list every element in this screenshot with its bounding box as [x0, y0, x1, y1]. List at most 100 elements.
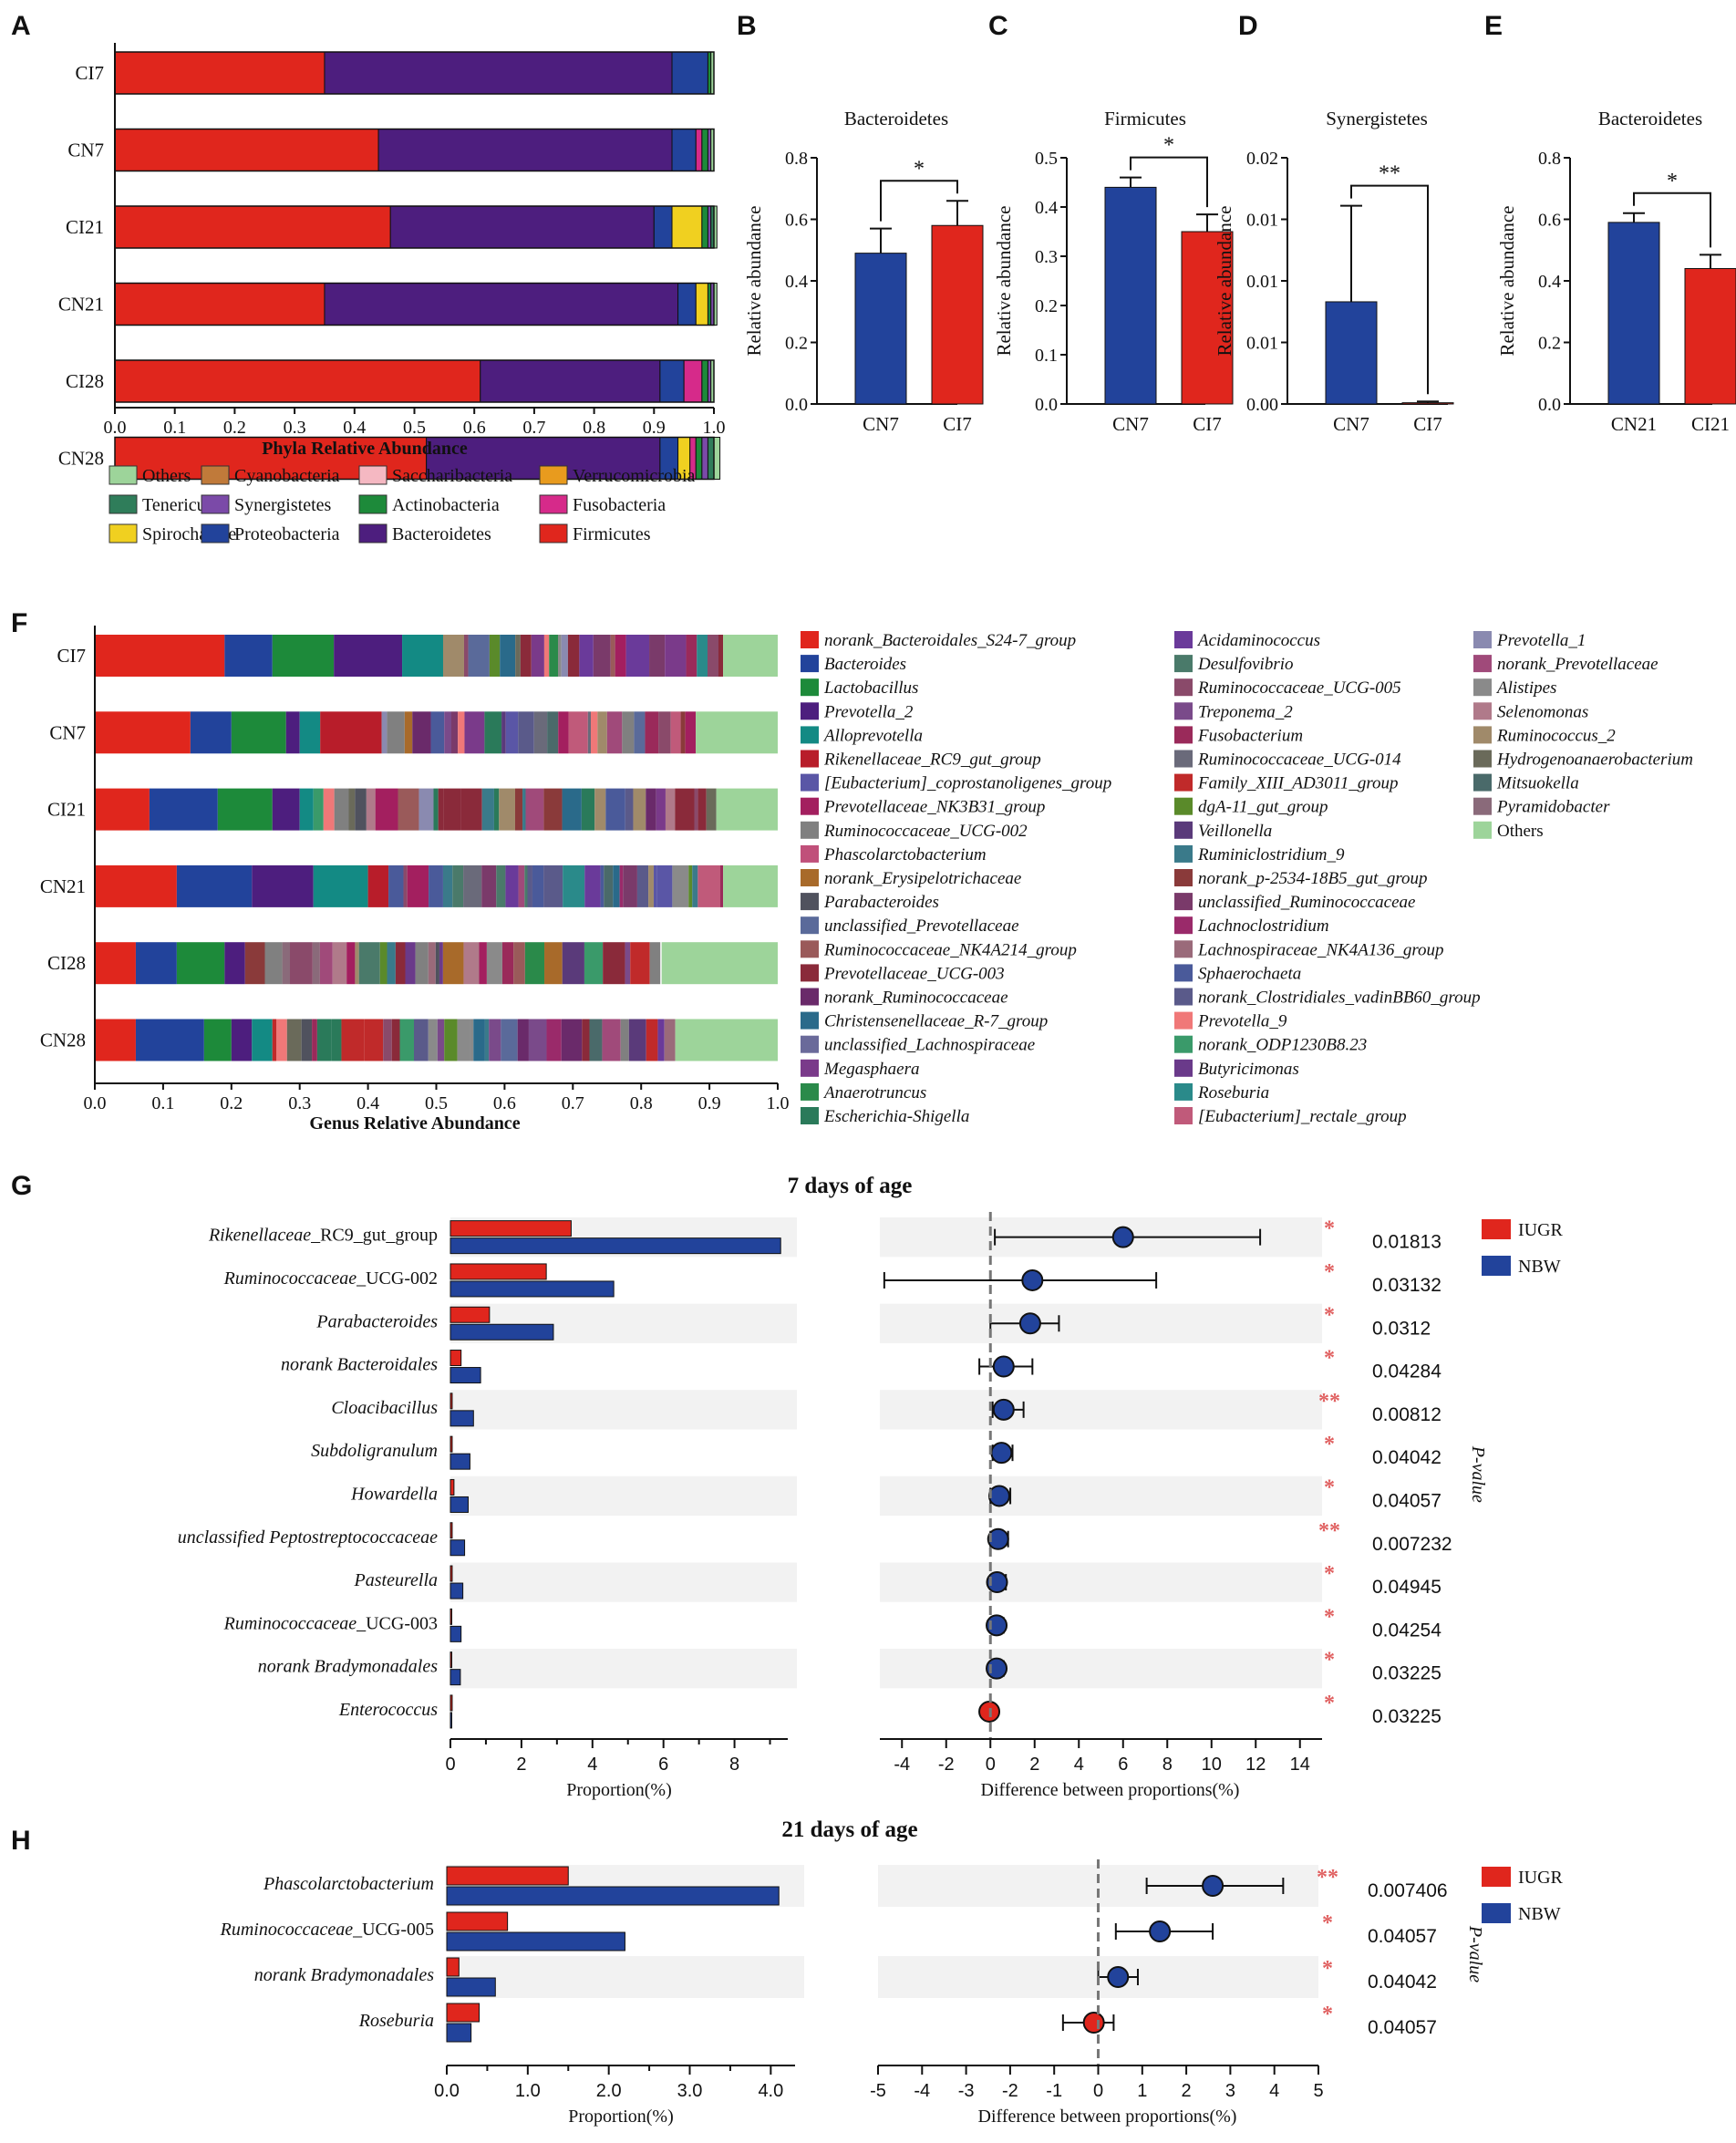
significance-star: ** — [1317, 1866, 1338, 1889]
genus-segment-minor — [428, 1019, 438, 1061]
genus-segment-minor — [505, 711, 519, 754]
x-tick-label-cn7: CN7 — [1333, 413, 1369, 435]
x-tick-label: 8 — [729, 1755, 739, 1775]
legend-label: Ruminococcaceae_NK4A214_group — [823, 940, 1077, 959]
genus-segment-minor — [452, 864, 464, 907]
genus-segment-minor — [489, 1019, 501, 1061]
genus-segment-minor — [276, 1019, 287, 1061]
genus-segment-minor — [433, 788, 439, 831]
legend-swatch — [801, 916, 819, 935]
row-stripe — [880, 1390, 1322, 1430]
bar-outline — [114, 436, 715, 481]
genus-segment-minor — [623, 864, 637, 907]
panel-title: Bacteroidetes — [1598, 108, 1702, 129]
sample-label-cn28: CN28 — [58, 448, 104, 470]
genus-segment — [252, 1019, 273, 1061]
taxon-label-italic: Howardella — [350, 1484, 438, 1504]
genus-segment-minor — [698, 864, 721, 907]
genus-segment-minor — [331, 1019, 342, 1061]
legend-swatch — [1174, 750, 1193, 768]
genus-segment-minor — [412, 711, 431, 754]
genus-segment-minor — [313, 788, 324, 831]
bar-segment-actinobacteria — [701, 205, 708, 249]
genus-segment — [149, 788, 218, 831]
bar-segment-firmicutes — [114, 283, 326, 326]
genus-segment — [190, 711, 232, 754]
genus-segment-minor — [694, 788, 698, 831]
taxon-label: Ruminococcaceae_UCG-002 — [223, 1268, 438, 1289]
significance-star: * — [1324, 1475, 1335, 1499]
legend-swatch — [1473, 655, 1492, 673]
genus-segment-others — [716, 788, 778, 831]
taxon-label-italic: Pasteurella — [354, 1570, 438, 1590]
legend-swatch-spirochaetae — [108, 523, 138, 544]
legend-label-proteobacteria: Proteobacteria — [234, 524, 340, 544]
taxon-label: Ruminococcaceae_UCG-003 — [223, 1613, 438, 1633]
bar-segment-tenericutes — [707, 437, 715, 480]
x-tick-label: 0.4 — [343, 418, 366, 438]
genus-segment-minor — [428, 942, 436, 985]
row-stripe — [450, 1649, 797, 1689]
legend-swatch — [1174, 869, 1193, 886]
taxon-label-italic: Rikenellaceae — [208, 1226, 311, 1246]
p-value: 0.007406 — [1368, 1880, 1448, 1901]
taxon-label-italic: Cloacibacillus — [331, 1398, 438, 1418]
genus-segment-minor — [403, 864, 408, 907]
legend-label-cyanobacteria: Cyanobacteria — [234, 466, 340, 486]
significance-star: ** — [1379, 162, 1400, 186]
sample-label-cn28: CN28 — [40, 1030, 86, 1051]
genus-segment — [299, 711, 321, 754]
genus-segment — [272, 788, 300, 831]
genus-segment-minor — [593, 635, 611, 677]
genus-segment-minor — [484, 1019, 490, 1061]
significance-bracket — [880, 180, 958, 222]
sample-label-ci28: CI28 — [47, 952, 86, 974]
genus-segment — [176, 942, 225, 985]
p-value: 0.03225 — [1372, 1706, 1442, 1727]
genus-segment-minor — [718, 635, 724, 677]
legend-label-nbw: NBW — [1518, 1257, 1561, 1277]
legend-swatch-iugr — [1482, 1219, 1511, 1239]
bar-segment-proteobacteria — [653, 205, 673, 249]
x-tick-label: 3.0 — [677, 2081, 703, 2101]
significance-bracket — [1130, 156, 1208, 208]
genus-segment-minor — [610, 635, 615, 677]
genus-segment-minor — [486, 942, 502, 985]
significance-star: * — [1324, 1562, 1335, 1586]
genus-segment-minor — [630, 942, 650, 985]
genus-segment-minor — [444, 711, 452, 754]
legend-label: Desulfovibrio — [1197, 655, 1294, 674]
sample-label-cn7: CN7 — [49, 721, 86, 743]
x-tick-label: 4 — [1074, 1755, 1084, 1775]
genus-segment-minor — [594, 788, 606, 831]
genus-segment — [135, 1019, 204, 1061]
panel-title: Bacteroidetes — [844, 108, 948, 129]
bar-cn7 — [1104, 186, 1157, 405]
legend-label: Ruminococcus_2 — [1496, 726, 1616, 745]
genus-segment-minor — [587, 711, 592, 754]
bar-cn7 — [1325, 301, 1378, 405]
significance-star: * — [1324, 1347, 1335, 1371]
bar-ci21 — [1684, 268, 1736, 405]
panel-title: Firmicutes — [1104, 108, 1186, 129]
difference-point — [1021, 1268, 1044, 1291]
genus-segment — [320, 711, 382, 754]
genus-segment-minor — [323, 788, 335, 831]
legend-label: Megasphaera — [823, 1060, 919, 1079]
genus-segment-minor — [355, 788, 367, 831]
x-tick-label: 1.0 — [767, 1093, 790, 1113]
genus-segment-minor — [558, 635, 562, 677]
genus-segment — [299, 788, 314, 831]
genus-segment-minor — [581, 788, 595, 831]
bar-iugr — [450, 1392, 453, 1410]
x-tick-label: 8 — [1162, 1755, 1173, 1775]
genus-segment-minor — [613, 864, 620, 907]
y-tick-label: 0.2 — [1538, 334, 1561, 354]
x-tick-label: -3 — [958, 2081, 975, 2101]
legend-label: Alistipes — [1495, 678, 1556, 698]
sample-label-cn7: CN7 — [67, 140, 104, 161]
bar-segment-firmicutes — [114, 129, 379, 171]
significance-star: ** — [1318, 1390, 1340, 1413]
legend-swatch — [1473, 726, 1492, 744]
